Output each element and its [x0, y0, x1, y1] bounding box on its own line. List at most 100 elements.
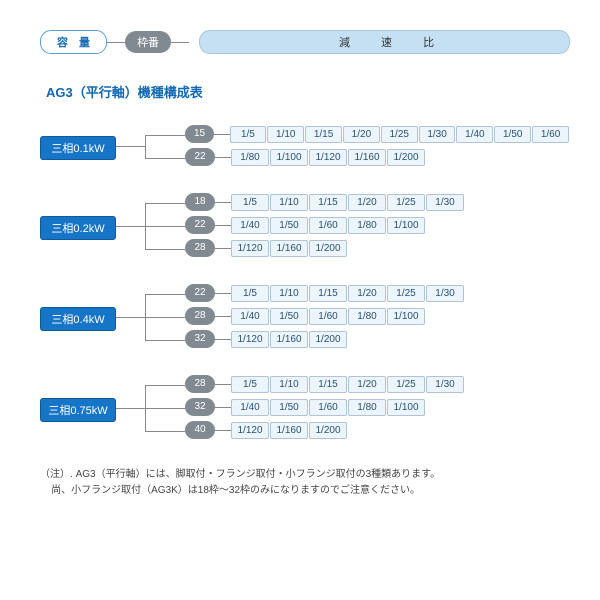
ratio-cell: 1/40	[231, 217, 269, 234]
ratio-cell: 1/60	[309, 399, 347, 416]
rows: 221/51/101/151/201/251/30281/401/501/601…	[185, 282, 570, 350]
connector	[215, 316, 231, 317]
ratio-cell: 1/50	[270, 399, 308, 416]
frame-number: 40	[185, 421, 215, 439]
ratio-cell: 1/200	[387, 149, 425, 166]
capacity-box: 三相0.2kW	[40, 216, 116, 240]
frame-row: 151/51/101/151/201/251/301/401/501/60	[185, 123, 570, 145]
frame-number: 32	[185, 398, 215, 416]
ratio-cell: 1/50	[270, 308, 308, 325]
ratio-cell: 1/10	[270, 376, 308, 393]
ratio-cell: 1/10	[270, 194, 308, 211]
ratio-cell: 1/60	[309, 217, 347, 234]
note-label: （注）.	[40, 469, 73, 480]
ratio-cell: 1/40	[456, 126, 493, 143]
connector	[215, 430, 231, 431]
rows: 181/51/101/151/201/251/30221/401/501/601…	[185, 191, 570, 259]
ratio-cell: 1/50	[494, 126, 531, 143]
connector	[215, 225, 231, 226]
rows: 151/51/101/151/201/251/301/401/501/60221…	[185, 123, 570, 168]
ratio-cell: 1/80	[231, 149, 269, 166]
ratio-cell: 1/120	[309, 149, 347, 166]
footnote: （注）. AG3（平行軸）には、脚取付・フランジ取付・小フランジ取付の3種類あり…	[40, 467, 570, 499]
ratio-cell: 1/120	[231, 240, 269, 257]
frame-row: 28 1/51/101/151/201/251/30	[185, 373, 570, 395]
capacity-box: 三相0.4kW	[40, 307, 116, 331]
ratio-cell: 1/120	[231, 331, 269, 348]
frame-number: 22	[185, 284, 215, 302]
ratio-cell: 1/160	[270, 240, 308, 257]
connector	[215, 202, 231, 203]
ratio-cell: 1/30	[426, 376, 464, 393]
ratio-cell: 1/30	[419, 126, 456, 143]
ratio-cell: 1/15	[309, 285, 347, 302]
ratio-cell: 1/5	[230, 126, 267, 143]
ratio-cell: 1/5	[231, 285, 269, 302]
ratio-cell: 1/100	[387, 308, 425, 325]
connector	[215, 407, 231, 408]
connector	[215, 339, 231, 340]
ratio-cell: 1/80	[348, 308, 386, 325]
ratio-cell: 1/60	[532, 126, 569, 143]
note-line1: AG3（平行軸）には、脚取付・フランジ取付・小フランジ取付の3種類あります。	[76, 469, 441, 480]
connector	[214, 134, 229, 135]
frame-number: 18	[185, 193, 215, 211]
ratio-cell: 1/50	[270, 217, 308, 234]
legend-ratio: 減 速 比	[199, 30, 570, 54]
ratio-cell: 1/25	[381, 126, 418, 143]
ratio-cell: 1/60	[309, 308, 347, 325]
frame-row: 221/801/1001/1201/1601/200	[185, 146, 570, 168]
frame-row: 28 1/1201/1601/200	[185, 237, 570, 259]
connector	[171, 42, 189, 43]
frame-number: 28	[185, 307, 215, 325]
frame-number: 28	[185, 239, 215, 257]
ratio-cell: 1/30	[426, 194, 464, 211]
ratio-cell: 1/80	[348, 399, 386, 416]
ratio-cell: 1/25	[387, 194, 425, 211]
section-title: AG3（平行軸）機種構成表	[46, 82, 570, 101]
ratio-cell: 1/5	[231, 376, 269, 393]
frame-row: 321/401/501/601/801/100	[185, 396, 570, 418]
ratio-cell: 1/160	[270, 331, 308, 348]
ratio-cell: 1/200	[309, 331, 347, 348]
group: 三相0.2kW181/51/101/151/201/251/30221/401/…	[40, 191, 570, 260]
frame-row: 221/401/501/601/801/100	[185, 214, 570, 236]
legend-frame: 枠番	[125, 31, 171, 53]
capacity-box: 三相0.1kW	[40, 136, 116, 160]
ratio-cell: 1/10	[267, 126, 304, 143]
frame-number: 22	[185, 148, 215, 166]
frame-row: 28 1/401/501/601/801/100	[185, 305, 570, 327]
ratio-cell: 1/25	[387, 376, 425, 393]
ratio-cell: 1/100	[387, 217, 425, 234]
ratio-cell: 1/20	[343, 126, 380, 143]
legend-capacity: 容 量	[40, 30, 107, 54]
note-line2: 尚、小フランジ取付（AG3K）は18枠～32枠のみになりますのでご注意ください。	[51, 485, 420, 496]
legend-row: 容 量 枠番 減 速 比	[40, 30, 570, 54]
ratio-cell: 1/15	[309, 376, 347, 393]
ratio-cell: 1/100	[270, 149, 308, 166]
ratio-cell: 1/15	[309, 194, 347, 211]
ratio-cell: 1/20	[348, 376, 386, 393]
ratio-cell: 1/10	[270, 285, 308, 302]
capacity-box: 三相0.75kW	[40, 398, 116, 422]
group: 三相0.4kW221/51/101/151/201/251/30281/401/…	[40, 282, 570, 351]
frame-row: 181/51/101/151/201/251/30	[185, 191, 570, 213]
ratio-cell: 1/100	[387, 399, 425, 416]
frame-row: 22 1/51/101/151/201/251/30	[185, 282, 570, 304]
connector	[215, 157, 231, 158]
frame-row: 401/1201/1601/200	[185, 419, 570, 441]
connector	[215, 384, 231, 385]
ratio-cell: 1/25	[387, 285, 425, 302]
frame-number: 15	[185, 125, 214, 143]
connector	[107, 42, 125, 43]
ratio-cell: 1/20	[348, 194, 386, 211]
ratio-cell: 1/200	[309, 240, 347, 257]
rows: 28 1/51/101/151/201/251/30 321/401/501/601…	[185, 373, 570, 441]
frame-number: 32	[185, 330, 215, 348]
ratio-cell: 1/30	[426, 285, 464, 302]
frame-number: 28	[185, 375, 215, 393]
frame-number: 22	[185, 216, 215, 234]
ratio-cell: 1/20	[348, 285, 386, 302]
ratio-cell: 1/200	[309, 422, 347, 439]
ratio-cell: 1/40	[231, 308, 269, 325]
